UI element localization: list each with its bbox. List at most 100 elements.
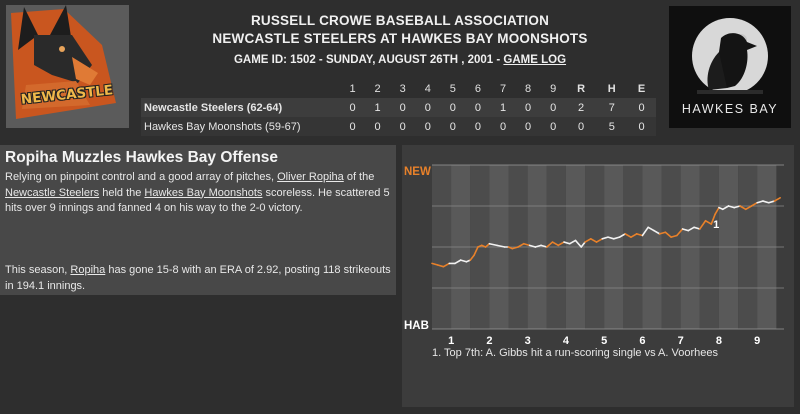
game-info: GAME ID: 1502 - SUNDAY, AUGUST 26TH , 20… [140, 54, 660, 66]
series-segment [676, 228, 684, 237]
series-segment [580, 241, 586, 248]
inning-header: 8 [515, 80, 541, 98]
team-name: Hawkes Bay Moonshots (59-67) [141, 117, 340, 136]
x-tick-label: 5 [601, 335, 607, 347]
hits-header: H [596, 80, 628, 98]
series-segment [589, 238, 598, 243]
series-segment [534, 244, 542, 248]
annotation-text: 1. Top 7th: A. Gibbs hit a run-scoring s… [432, 347, 718, 359]
inning-header: 3 [390, 80, 416, 98]
score-cell: 0 [340, 117, 366, 136]
series-segment [721, 205, 730, 211]
series-segment [756, 200, 764, 204]
series-segment [714, 206, 720, 215]
game-header: RUSSELL CROWE BASEBALL ASSOCIATION NEWCA… [140, 12, 660, 66]
team-link-newcastle-steelers[interactable]: Newcastle Steelers [5, 186, 100, 199]
recap-text: held the [99, 186, 145, 199]
score-cell: 0 [390, 98, 416, 117]
inning-header: 9 [540, 80, 566, 98]
score-cell: 0 [540, 98, 566, 117]
score-cell: 0 [390, 117, 416, 136]
x-tick-label: 6 [639, 335, 645, 347]
y-label-new: NEW [404, 166, 431, 178]
series-segment [773, 196, 781, 202]
runs-cell: 2 [565, 98, 597, 117]
x-axis-ticks: 1 2 3 4 5 6 7 8 9 [448, 335, 760, 347]
raven-moon-emblem [669, 6, 791, 128]
score-cell: 1 [490, 98, 516, 117]
game-recap: Ropiha Muzzles Hawkes Bay Offense Relyin… [0, 145, 396, 295]
score-cell: 1 [365, 98, 391, 117]
series-segment [436, 264, 445, 268]
season-stats-paragraph: This season, Ropiha has gone 15-8 with a… [5, 263, 393, 294]
score-cell: 0 [540, 117, 566, 136]
series-segment [647, 226, 655, 232]
series-segment [563, 241, 571, 245]
series-segment [635, 233, 644, 237]
inning-header: 5 [440, 80, 466, 98]
series-segment [557, 241, 565, 247]
series-segment [699, 219, 707, 230]
score-cell: 0 [465, 98, 491, 117]
errors-cell: 0 [627, 117, 656, 136]
newcastle-logo: NEWCASTLE [6, 5, 129, 128]
errors-cell: 0 [627, 98, 656, 117]
recap-headline: Ropiha Muzzles Hawkes Bay Offense [5, 149, 279, 166]
x-tick-label: 4 [563, 335, 570, 347]
hits-cell: 7 [596, 98, 628, 117]
series-segment [762, 200, 770, 204]
score-cell: 0 [440, 117, 466, 136]
series-segment [733, 205, 741, 209]
x-tick-label: 3 [525, 335, 531, 347]
series-segment [739, 205, 747, 211]
runs-header: R [565, 80, 597, 98]
game-log-link[interactable]: GAME LOG [503, 54, 567, 66]
series-segment [653, 229, 661, 235]
recap-paragraph: Relying on pinpoint control and a good a… [5, 170, 393, 217]
linescore-table: 1 2 3 4 5 6 7 8 9 R H E Newcastle Steele… [141, 80, 656, 136]
series-segment [568, 239, 577, 245]
win-probability-chart: NEW HAB 1 2 3 4 5 6 7 8 9 1 1. Top 7th: A. Gibbs… [402, 145, 794, 407]
series-segment [595, 238, 604, 243]
series-segment [473, 246, 479, 256]
series-segment [459, 259, 468, 263]
errors-header: E [627, 80, 656, 98]
score-cell: 0 [440, 98, 466, 117]
series-segment [687, 226, 695, 232]
series-segment [670, 234, 678, 238]
series-segment [442, 262, 451, 268]
score-cell: 0 [365, 117, 391, 136]
score-cell: 0 [515, 98, 541, 117]
x-tick-label: 8 [716, 335, 722, 347]
team-link-hawkes-bay-moonshots[interactable]: Hawkes Bay Moonshots [144, 186, 263, 199]
series-segment [601, 236, 609, 240]
inning-header: 6 [465, 80, 491, 98]
series-segment [431, 262, 439, 266]
series-segment [511, 246, 519, 250]
annotation-marker: 1 [713, 219, 719, 231]
player-link-oliver-ropiha[interactable]: Oliver Ropiha [277, 171, 344, 183]
series-segment [528, 244, 537, 248]
series-segment [454, 259, 462, 265]
series-segment [607, 236, 615, 240]
y-label-hab: HAB [404, 320, 429, 332]
player-link-ropiha[interactable]: Ropiha [70, 264, 106, 276]
hawkes-bay-logo-text: HAWKES BAY [681, 102, 779, 116]
inning-header: 1 [340, 80, 366, 98]
win-probability-svg: NEW HAB 1 2 3 4 5 6 7 8 9 1 1. Top 7th: A. Gibbs… [404, 164, 784, 359]
series-segment [484, 242, 491, 248]
linescore-header-row: 1 2 3 4 5 6 7 8 9 R H E [141, 80, 656, 98]
x-tick-label: 1 [448, 335, 454, 347]
recap-text: This season, [5, 264, 71, 276]
series-segment [540, 244, 548, 248]
series-segment [750, 201, 759, 207]
score-cell: 0 [490, 117, 516, 136]
series-segment [681, 228, 690, 232]
series-segment [551, 241, 560, 247]
x-tick-label: 9 [754, 335, 760, 347]
series-segment [624, 233, 632, 238]
hawkes-bay-logo: HAWKES BAY [669, 6, 791, 128]
series-segment [618, 233, 627, 238]
inning-header: 7 [490, 80, 516, 98]
recap-text: scoreless. He scattered 5 hits over 9 in… [5, 186, 390, 215]
